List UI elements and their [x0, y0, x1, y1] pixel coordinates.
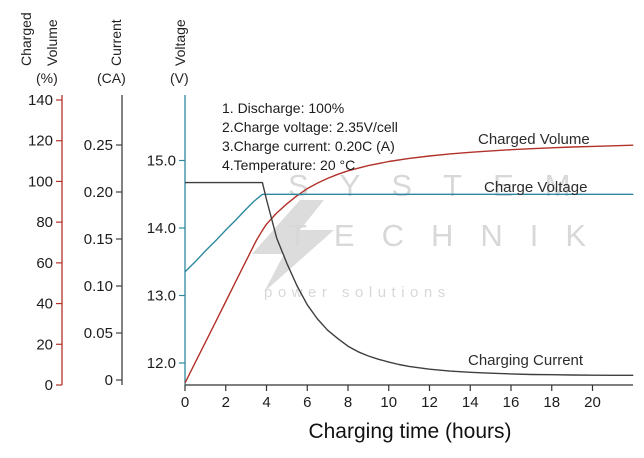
axis-unit-percent: (%) [36, 70, 58, 86]
x-axis: 0 2 4 6 8 10 12 14 16 18 20 [181, 384, 633, 411]
svg-text:4: 4 [262, 394, 270, 411]
svg-text:18: 18 [543, 394, 560, 411]
axis-unit-ca: (CA) [97, 70, 126, 86]
svg-text:0: 0 [181, 394, 189, 411]
series-charged_volume [184, 144, 634, 384]
note-temperature: 4.Temperature: 20 °C [222, 157, 356, 173]
charged_volume-axis: 140 120 100 80 60 40 20 0 [28, 92, 63, 394]
series-voltage [184, 193, 634, 273]
svg-text:14.0: 14.0 [147, 220, 176, 237]
series-current [185, 181, 634, 376]
current-axis: 0.25 0.20 0.15 0.10 0.05 0 [84, 95, 123, 389]
svg-text:13.0: 13.0 [147, 288, 176, 305]
watermark-text-technik: TECHNIK [288, 218, 614, 253]
note-charge-voltage: 2.Charge voltage: 2.35V/cell [222, 119, 398, 135]
svg-text:0.20: 0.20 [84, 184, 113, 201]
svg-text:0: 0 [45, 377, 53, 394]
x-axis-title: Charging time (hours) [308, 420, 512, 443]
curve-label-charging-current: Charging Current [468, 352, 584, 369]
svg-text:12.0: 12.0 [147, 355, 176, 372]
svg-text:0.25: 0.25 [84, 137, 113, 154]
svg-text:120: 120 [28, 133, 53, 150]
svg-text:100: 100 [28, 173, 53, 190]
svg-text:14: 14 [462, 394, 479, 411]
curve-label-charge-voltage: Charge Voltage [484, 179, 588, 196]
svg-text:12: 12 [421, 394, 438, 411]
curve-label-charged-volume: Charged Volume [478, 131, 590, 148]
svg-text:6: 6 [303, 394, 311, 411]
svg-text:20: 20 [36, 336, 53, 353]
svg-text:40: 40 [36, 296, 53, 313]
svg-text:0.15: 0.15 [84, 231, 113, 248]
axis-unit-v: (V) [170, 70, 189, 86]
svg-text:2: 2 [222, 394, 230, 411]
conditions-note: 1. Discharge: 100% 2.Charge voltage: 2.3… [222, 99, 398, 175]
svg-text:16: 16 [503, 394, 520, 411]
axis-title-voltage: Voltage [172, 19, 188, 66]
axis-title-charged: Charged [18, 12, 34, 66]
watermark-text-tagline: power solutions [264, 284, 451, 301]
svg-text:20: 20 [584, 394, 601, 411]
svg-text:140: 140 [28, 92, 53, 109]
axis-title-current: Current [108, 19, 124, 66]
svg-text:80: 80 [36, 214, 53, 231]
note-discharge: 1. Discharge: 100% [222, 100, 345, 116]
note-charge-current: 3.Charge current: 0.20C (A) [222, 138, 395, 154]
svg-text:60: 60 [36, 255, 53, 272]
svg-text:8: 8 [344, 394, 352, 411]
svg-text:15.0: 15.0 [147, 153, 176, 170]
svg-text:0.05: 0.05 [84, 325, 113, 342]
svg-text:0.10: 0.10 [84, 278, 113, 295]
watermark-text-system: SYSTEM [288, 168, 602, 203]
svg-text:10: 10 [380, 394, 397, 411]
voltage-axis: 15.0 14.0 13.0 12.0 [147, 95, 186, 385]
axis-title-volume: Volume [44, 19, 60, 66]
svg-text:0: 0 [105, 372, 113, 389]
